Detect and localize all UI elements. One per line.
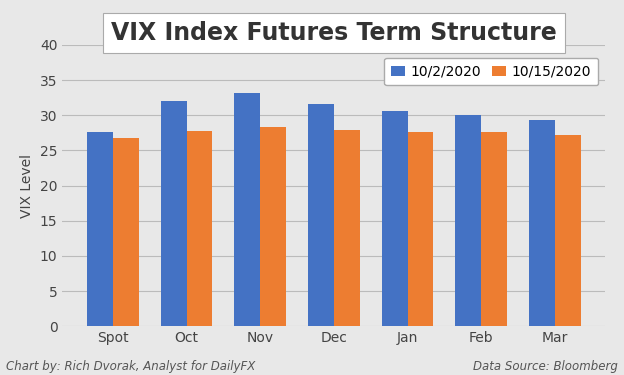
Bar xyxy=(113,138,139,326)
Bar xyxy=(87,132,113,326)
Bar xyxy=(555,135,580,326)
Bar xyxy=(456,115,481,326)
Text: Chart by: Rich Dvorak, Analyst for DailyFX: Chart by: Rich Dvorak, Analyst for Daily… xyxy=(6,360,255,373)
Y-axis label: VIX Level: VIX Level xyxy=(21,154,34,218)
Bar xyxy=(334,130,359,326)
Bar xyxy=(382,111,407,326)
Bar xyxy=(529,120,555,326)
Bar xyxy=(161,101,187,326)
Legend: 10/2/2020, 10/15/2020: 10/2/2020, 10/15/2020 xyxy=(384,58,598,86)
Text: Data Source: Bloomberg: Data Source: Bloomberg xyxy=(473,360,618,373)
Bar xyxy=(407,132,433,326)
Bar xyxy=(308,104,334,326)
Bar xyxy=(235,93,260,326)
Bar xyxy=(260,127,286,326)
Bar xyxy=(481,132,507,326)
Text: VIX Index Futures Term Structure: VIX Index Futures Term Structure xyxy=(111,21,557,45)
Bar xyxy=(187,131,212,326)
